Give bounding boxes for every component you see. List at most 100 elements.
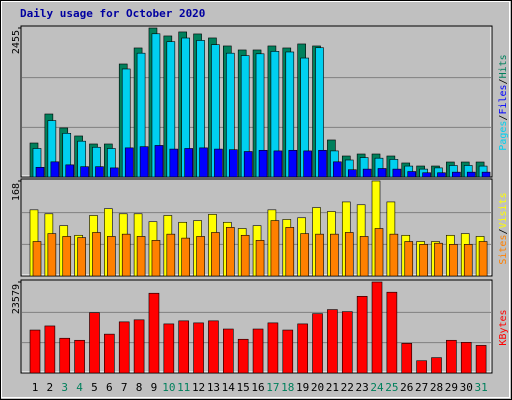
bar (223, 328, 234, 374)
bar (312, 313, 323, 374)
bar (139, 146, 149, 178)
legend-entry: Pages (498, 121, 509, 151)
x-tick-label: 4 (76, 381, 83, 394)
bar (252, 328, 264, 374)
bar (377, 168, 387, 178)
bar (288, 149, 298, 178)
bar (74, 339, 85, 374)
bar (59, 337, 71, 374)
legend-separator: / (498, 115, 509, 121)
bar (333, 161, 342, 178)
bar (199, 147, 208, 178)
x-tick-label: 19 (296, 381, 309, 394)
bar (392, 168, 402, 178)
legend-entry: Visits (498, 192, 509, 228)
x-tick-label: 26 (400, 381, 413, 394)
bar (449, 244, 458, 277)
x-tick-label: 24 (370, 381, 384, 394)
legend: Sites/Visits (498, 192, 509, 264)
bar (196, 236, 205, 277)
bar (407, 171, 417, 178)
bar (446, 339, 457, 374)
bar (148, 292, 160, 374)
bar (475, 345, 487, 374)
bar (184, 148, 193, 178)
bar (89, 312, 100, 374)
bar (285, 227, 295, 277)
bar (258, 149, 268, 178)
x-tick-label: 9 (151, 381, 158, 394)
bar (389, 233, 399, 277)
chart-title: Daily usage for October 2020 (20, 7, 205, 20)
bar (65, 164, 75, 178)
bar (434, 242, 443, 277)
bar (297, 323, 308, 374)
x-tick-label: 25 (385, 381, 398, 394)
x-tick-label: 29 (445, 381, 458, 394)
x-tick-label: 7 (121, 381, 128, 394)
bar (347, 169, 357, 178)
bar (80, 166, 89, 178)
bar (29, 329, 41, 374)
x-tick-label: 2 (47, 381, 54, 394)
bar (362, 168, 372, 178)
bar (356, 295, 368, 374)
bar (92, 232, 101, 277)
bar (478, 241, 488, 277)
bar (211, 232, 220, 277)
bar (371, 281, 383, 374)
bar (344, 232, 354, 277)
bar (237, 338, 249, 374)
x-tick-label: 12 (192, 381, 205, 394)
bar (226, 227, 235, 277)
bar (47, 233, 57, 277)
bar (154, 145, 164, 178)
bar (50, 161, 60, 178)
bar (273, 150, 283, 178)
bar (44, 325, 56, 374)
x-tick-label: 18 (281, 381, 294, 394)
bar (463, 244, 473, 277)
x-tick-label: 1 (32, 381, 39, 394)
bar (374, 228, 384, 277)
bar (270, 220, 280, 277)
bar (431, 357, 442, 374)
bar (77, 237, 86, 277)
bar (32, 241, 42, 277)
legend-separator: / (498, 78, 509, 84)
x-tick-label: 17 (266, 381, 279, 394)
bar (315, 233, 324, 277)
bar (95, 166, 104, 178)
x-tick-label: 21 (326, 381, 339, 394)
bar (401, 343, 413, 374)
bar (422, 172, 431, 178)
bar (208, 320, 219, 374)
x-tick-label: 15 (237, 381, 250, 394)
x-tick-label: 27 (415, 381, 428, 394)
bar (35, 166, 45, 178)
x-tick-label: 8 (136, 381, 143, 394)
bar (163, 323, 175, 374)
bar (416, 360, 427, 374)
bar (151, 240, 161, 277)
legend-entry: Files (498, 84, 509, 114)
bar (300, 233, 309, 277)
bar (110, 167, 119, 178)
legend-entry: KBytes (498, 309, 509, 345)
bar (214, 148, 223, 178)
x-tick-label: 30 (460, 381, 473, 394)
bar (104, 333, 115, 374)
legend-entry: Hits (498, 54, 509, 78)
bar (193, 322, 204, 374)
x-tick-label: 23 (356, 381, 369, 394)
bar (419, 244, 428, 277)
bar (255, 240, 265, 277)
bar (303, 150, 312, 178)
x-tick-label: 11 (177, 381, 190, 394)
x-tick-label: 6 (106, 381, 113, 394)
bar (359, 236, 369, 277)
bar (327, 309, 338, 374)
